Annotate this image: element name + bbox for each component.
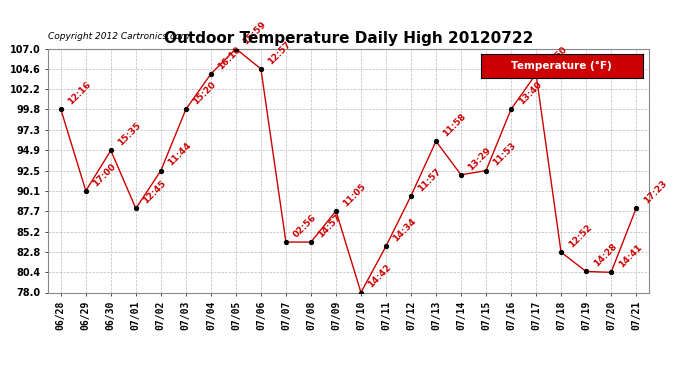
Text: 14:57: 14:57 [317,213,343,239]
Text: 15:35: 15:35 [117,121,143,148]
Text: 17:00: 17:00 [91,162,118,188]
Text: 11:53: 11:53 [491,141,518,168]
Text: 14:41: 14:41 [617,243,643,270]
Text: 12:45: 12:45 [141,179,168,206]
Text: 14:28: 14:28 [591,242,618,269]
Text: 15:59: 15:59 [241,19,268,46]
Title: Outdoor Temperature Daily High 20120722: Outdoor Temperature Daily High 20120722 [164,31,533,46]
Text: 14:42: 14:42 [366,263,393,290]
Text: 16:10: 16:10 [217,45,243,71]
Text: 12:16: 12:16 [66,80,93,106]
Text: 12:52: 12:52 [566,223,593,249]
Text: 02:56: 02:56 [291,213,318,239]
Text: 14:34: 14:34 [391,217,418,243]
Text: 14:50: 14:50 [542,45,568,71]
Text: 11:58: 11:58 [442,112,468,138]
Text: 11:57: 11:57 [417,166,443,193]
Text: 11:44: 11:44 [166,141,193,168]
Text: 13:29: 13:29 [466,146,493,172]
Text: Copyright 2012 Cartronics.com: Copyright 2012 Cartronics.com [48,32,190,41]
Text: 12:57: 12:57 [266,39,293,66]
Text: 17:23: 17:23 [642,179,669,206]
Text: 13:40: 13:40 [517,80,543,106]
Text: 11:05: 11:05 [342,182,368,208]
Text: 15:20: 15:20 [191,80,218,106]
